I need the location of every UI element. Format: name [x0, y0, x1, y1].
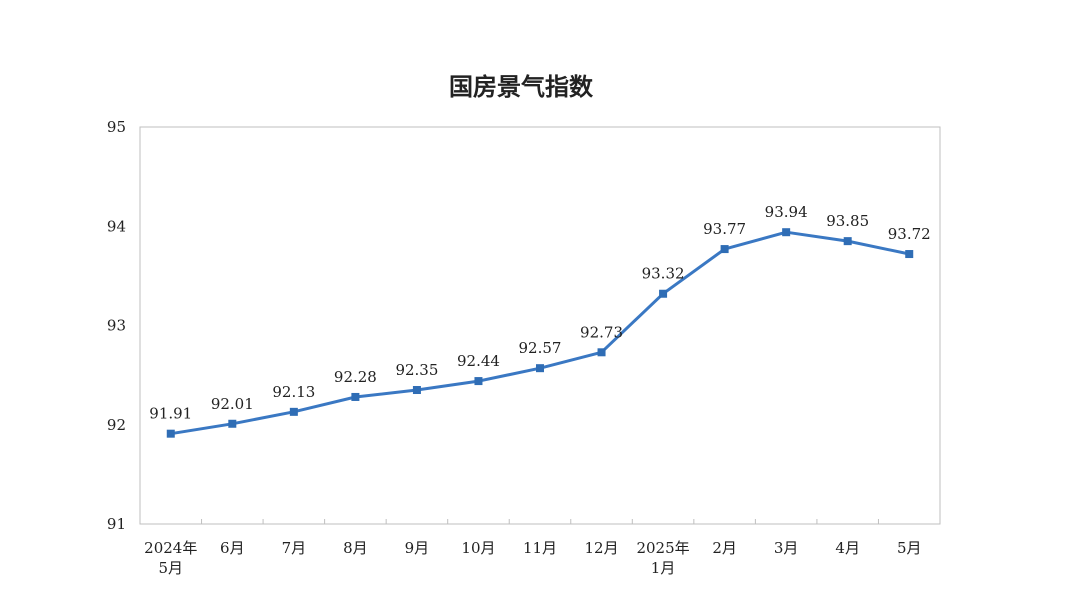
x-tick-label-line: 4月 — [835, 539, 860, 557]
data-label: 92.44 — [457, 352, 500, 370]
data-point — [289, 407, 298, 416]
x-tick-label-line: 5月 — [897, 539, 922, 557]
data-point — [905, 250, 914, 259]
x-tick-label: 4月 — [835, 539, 860, 557]
x-tick-label: 7月 — [282, 539, 307, 557]
x-tick-label-line: 8月 — [343, 539, 368, 557]
x-tick-label-line: 5月 — [158, 559, 183, 577]
x-tick-label-line: 10月 — [461, 539, 495, 557]
data-point — [412, 386, 421, 395]
x-tick-label-line: 11月 — [523, 539, 557, 557]
x-tick-label-line: 7月 — [282, 539, 307, 557]
data-point — [536, 364, 544, 373]
x-tick-label: 10月 — [461, 539, 495, 557]
data-point — [843, 237, 852, 246]
data-point — [782, 228, 791, 237]
x-tick-label: 11月 — [523, 539, 557, 557]
data-point — [659, 289, 668, 298]
data-label: 93.32 — [642, 265, 685, 283]
data-point — [166, 429, 175, 438]
x-tick-label: 8月 — [343, 539, 368, 557]
y-axis: 91 92 93 94 95 — [107, 118, 126, 533]
y-tick-label: 94 — [107, 217, 126, 235]
y-tick-label: 92 — [107, 416, 126, 434]
x-axis: 2024年 5月 6月 7月 8月 9月 10月 11月 12月 2025年 1月 2月 3月 4月 5月 — [144, 519, 922, 577]
data-label: 92.35 — [395, 361, 438, 379]
x-tick-label-line: 12月 — [584, 539, 618, 557]
plot-area-frame — [139, 126, 941, 525]
x-tick-label: 2025年 1月 — [636, 539, 689, 577]
data-label: 92.73 — [580, 323, 623, 341]
x-tick-label-line: 2月 — [712, 539, 737, 557]
data-point — [351, 392, 360, 401]
data-markers — [166, 228, 914, 438]
x-tick-label: 3月 — [774, 539, 799, 557]
data-label: 93.94 — [765, 203, 808, 221]
data-point — [474, 377, 483, 386]
x-tick-label-line: 1月 — [651, 559, 676, 577]
data-label: 91.91 — [149, 405, 192, 423]
y-tick-label: 93 — [107, 317, 126, 335]
x-tick-label-line: 9月 — [405, 539, 430, 557]
x-tick-label-line: 2025年 — [636, 539, 689, 557]
x-tick-label: 5月 — [897, 539, 922, 557]
data-label: 93.72 — [888, 225, 931, 243]
data-point — [597, 348, 606, 357]
data-label: 92.13 — [272, 383, 315, 401]
chart-title: 国房景气指数 — [449, 73, 594, 101]
x-tick-label-line: 3月 — [774, 539, 799, 557]
series-line — [169, 230, 911, 436]
data-label: 92.01 — [211, 395, 254, 413]
y-tick-label: 95 — [107, 118, 126, 136]
data-label: 92.28 — [334, 368, 377, 386]
x-tick-label-line: 6月 — [220, 539, 245, 557]
x-tick-label: 2024年 5月 — [144, 539, 197, 577]
data-point — [228, 419, 237, 428]
data-point — [720, 245, 729, 254]
data-label: 92.57 — [519, 339, 562, 357]
data-label: 93.85 — [826, 212, 869, 230]
data-label: 93.77 — [703, 220, 746, 238]
x-tick-label: 12月 — [584, 539, 618, 557]
data-labels: 91.91 92.01 92.13 92.28 92.35 92.44 92.57 92.73… — [149, 203, 930, 422]
x-tick-label: 6月 — [220, 539, 245, 557]
x-tick-label-line: 2024年 — [144, 539, 197, 557]
x-tick-label: 2月 — [712, 539, 737, 557]
x-tick-label: 9月 — [405, 539, 430, 557]
y-tick-label: 91 — [107, 515, 126, 533]
